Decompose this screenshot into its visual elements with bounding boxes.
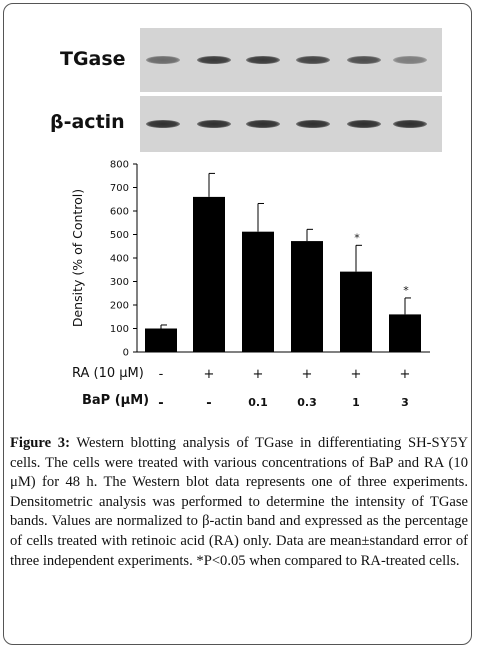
band-beta-actin-6 xyxy=(393,120,427,128)
significance-marker: * xyxy=(403,284,409,297)
bap-value-4: 0.3 xyxy=(297,396,317,409)
bar xyxy=(242,231,274,352)
ra-value-6: + xyxy=(399,367,411,382)
bar xyxy=(291,241,323,352)
band-tgase-2 xyxy=(197,56,231,64)
figure-number: Figure 3: xyxy=(10,435,70,451)
band-beta-actin-1 xyxy=(146,120,180,128)
band-tgase-4 xyxy=(296,56,330,64)
blot-image-beta-actin xyxy=(140,96,442,152)
blot-label-beta-actin: β-actin xyxy=(50,111,125,133)
band-tgase-6 xyxy=(393,56,427,64)
band-tgase-5 xyxy=(347,56,381,64)
ra-value-3: + xyxy=(252,367,264,382)
figure-caption: Figure 3: Western blotting analysis of T… xyxy=(10,434,468,571)
bap-value-3: 0.1 xyxy=(248,396,268,409)
ra-value-5: + xyxy=(350,367,362,382)
figure-frame xyxy=(3,3,472,645)
blot-label-tgase: TGase xyxy=(60,48,126,70)
band-beta-actin-2 xyxy=(197,120,231,128)
y-tick-label: 500 xyxy=(110,230,129,241)
band-tgase-1 xyxy=(146,56,180,64)
bar xyxy=(340,271,372,352)
bap-value-5: 1 xyxy=(352,396,360,409)
bar xyxy=(389,314,421,352)
band-beta-actin-4 xyxy=(296,120,330,128)
bap-value-2: - xyxy=(206,396,212,411)
band-beta-actin-3 xyxy=(246,120,280,128)
bar xyxy=(145,328,177,352)
caption-text: Western blotting analysis of TGase in di… xyxy=(10,435,468,569)
band-beta-actin-5 xyxy=(347,120,381,128)
y-tick-label: 100 xyxy=(110,324,129,335)
ra-value-4: + xyxy=(301,367,313,382)
y-tick-label: 300 xyxy=(110,277,129,288)
bar xyxy=(193,196,225,352)
y-tick-label: 700 xyxy=(110,183,129,194)
band-tgase-3 xyxy=(246,56,280,64)
blot-image-tgase xyxy=(140,28,442,92)
ra-value-1: - xyxy=(158,367,164,382)
y-tick-label: 400 xyxy=(110,254,129,265)
bap-value-6: 3 xyxy=(401,396,409,409)
y-tick-label: 200 xyxy=(110,301,129,312)
bap-row-label: BaP (μM) xyxy=(82,393,150,408)
y-tick-label: 800 xyxy=(110,160,129,171)
bar-chart: 0 100 200 300 400 500 600 700 800 Density (% of C… xyxy=(70,160,430,359)
y-axis-label: Density (% of Control) xyxy=(70,189,85,327)
y-tick-label: 600 xyxy=(110,207,129,218)
bap-value-1: - xyxy=(158,396,164,411)
significance-marker: * xyxy=(354,231,360,244)
y-tick-label: 0 xyxy=(123,348,129,359)
ra-row-label: RA (10 μM) xyxy=(72,366,144,381)
ra-value-2: + xyxy=(203,367,215,382)
